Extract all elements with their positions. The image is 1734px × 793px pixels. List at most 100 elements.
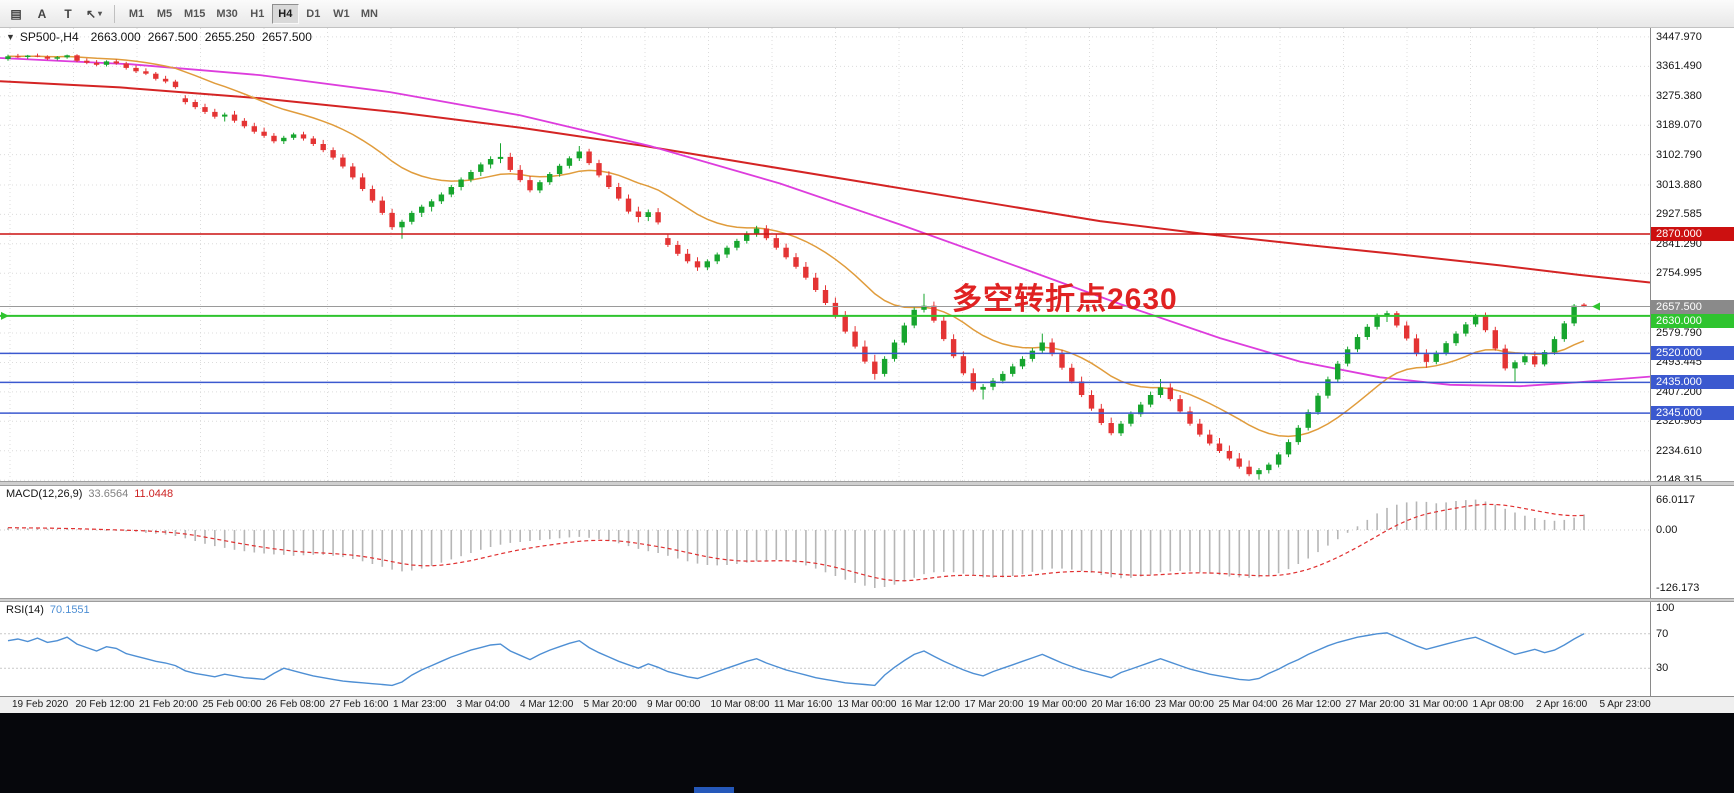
rsi-axis-label: 30	[1656, 662, 1669, 674]
symbol-period-label: SP500-,H4	[19, 30, 79, 44]
rsi-axis[interactable]: 100 70 30	[1650, 602, 1734, 696]
price-axis-label: 3361.490	[1656, 60, 1702, 72]
main-chart-plot[interactable]: ▼ SP500-,H4 2663.000 2667.500 2655.250 2657.5…	[0, 28, 1650, 481]
price-tag-2657.500: 2657.500	[1651, 300, 1734, 314]
time-axis-label: 5 Apr 23:00	[1599, 699, 1651, 710]
low-value: 2655.250	[204, 30, 255, 44]
annotation-text[interactable]: 多空转折点2630	[952, 283, 1178, 316]
price-axis-label: 3447.970	[1656, 31, 1702, 43]
price-axis-label: 3275.380	[1656, 90, 1702, 102]
macd-plot[interactable]: MACD(12,26,9) 33.6564 11.0448	[0, 486, 1650, 598]
timeframe-group: M1 M5 M15 M30 H1 H4 D1 W1 MN	[123, 3, 383, 24]
open-value: 2663.000	[90, 30, 141, 44]
macd-name-label: MACD(12,26,9)	[6, 488, 83, 500]
macd-panel: MACD(12,26,9) 33.6564 11.0448 66.0117 0.00 -…	[0, 486, 1734, 598]
price-axis-label: 2579.790	[1656, 327, 1702, 339]
panel-splitter[interactable]	[0, 481, 1734, 486]
time-axis-label: 3 Mar 04:00	[456, 699, 510, 710]
rsi-plot[interactable]: RSI(14) 70.1551	[0, 602, 1650, 696]
time-axis-label: 1 Apr 08:00	[1472, 699, 1524, 710]
ma-orange-line	[7, 55, 1585, 438]
timeframe-button-m5[interactable]: M5	[151, 4, 178, 24]
pointer-icon: ↖	[85, 6, 97, 21]
price-tag-2870.000: 2870.000	[1651, 227, 1734, 241]
time-axis-label: 13 Mar 00:00	[837, 699, 897, 710]
rsi-panel: RSI(14) 70.1551 100 70 30	[0, 602, 1734, 696]
time-axis-label: 9 Mar 00:00	[647, 699, 701, 710]
collapse-triangle-icon[interactable]: ▼	[6, 32, 15, 42]
ma-magenta-line	[0, 57, 1650, 388]
timeframe-button-m1[interactable]: M1	[123, 4, 150, 24]
time-axis-label: 26 Mar 12:00	[1282, 699, 1341, 710]
macd-value: 33.6564	[88, 488, 129, 500]
time-axis-label: 27 Mar 20:00	[1345, 699, 1405, 710]
ma-red-line	[0, 80, 1650, 284]
bottom-panel	[0, 713, 1734, 793]
time-axis-label: 11 Mar 16:00	[774, 699, 833, 710]
price-axis-label: 2841.290	[1656, 238, 1702, 250]
time-axis-label: 25 Mar 04:00	[1218, 699, 1278, 710]
rsi-name-label: RSI(14)	[6, 604, 44, 616]
time-axis-label: 23 Mar 00:00	[1155, 699, 1214, 710]
pointer-tool-button[interactable]: ↖ ▾	[82, 3, 106, 25]
timeframe-button-mn[interactable]: MN	[356, 4, 383, 24]
rsi-axis-label: 70	[1656, 628, 1669, 640]
level-arrow-left-icon	[1, 311, 9, 320]
macd-header: MACD(12,26,9) 33.6564 11.0448	[6, 488, 173, 500]
rsi-axis-label: 100	[1656, 602, 1675, 614]
main-chart-svg	[0, 28, 1650, 481]
time-axis-label: 5 Mar 20:00	[583, 699, 637, 710]
time-axis-label: 21 Feb 20:00	[139, 699, 198, 710]
price-axis-label: 2234.610	[1656, 445, 1702, 457]
timeframe-button-h4[interactable]: H4	[271, 3, 299, 24]
rsi-line	[7, 632, 1585, 687]
time-axis[interactable]: 19 Feb 2020 20 Feb 12:00 21 Feb 20:00 25 Fe…	[0, 696, 1734, 713]
rsi-svg	[0, 632, 1650, 687]
toolbar: ▤ A T ↖ ▾ M1 M5 M15 M30 H1 H4 D1 W1 MN	[0, 0, 1734, 28]
macd-histogram	[7, 499, 1585, 588]
timeframe-button-h1[interactable]: H1	[244, 4, 271, 24]
time-axis-label: 31 Mar 00:00	[1409, 699, 1468, 710]
price-tag-2345.000: 2345.000	[1651, 406, 1734, 420]
price-tag-2435.000: 2435.000	[1651, 375, 1734, 389]
panel-splitter[interactable]	[0, 598, 1734, 602]
chevron-down-icon: ▾	[98, 9, 103, 18]
timeframe-button-d1[interactable]: D1	[300, 4, 327, 24]
text-tool-button[interactable]: T	[56, 3, 80, 25]
time-axis-label: 25 Feb 00:00	[202, 699, 262, 710]
candles-layer	[5, 53, 1587, 480]
time-axis-label: 1 Mar 23:00	[393, 699, 447, 710]
price-chart-panel: ▼ SP500-,H4 2663.000 2667.500 2655.250 2657.5…	[0, 28, 1734, 481]
timeframe-button-m30[interactable]: M30	[211, 4, 242, 24]
macd-axis[interactable]: 66.0117 0.00 -126.173	[1650, 486, 1734, 598]
timeframe-button-m15[interactable]: M15	[179, 4, 210, 24]
price-axis[interactable]: 3447.970 3361.490 3275.380 3189.070 3102.790…	[1650, 28, 1734, 481]
price-axis-label: 3102.790	[1656, 149, 1702, 161]
price-axis-label: 3013.880	[1656, 179, 1702, 191]
macd-axis-label: 66.0117	[1656, 494, 1695, 506]
time-axis-label: 19 Feb 2020	[12, 699, 69, 710]
time-axis-label: 17 Mar 20:00	[964, 699, 1024, 710]
chart-list-icon[interactable]: ▤	[4, 3, 28, 25]
arrow-tool-button[interactable]: A	[30, 3, 54, 25]
price-tag-2630.000: 2630.000	[1651, 314, 1734, 328]
toolbar-separator	[114, 4, 115, 23]
price-axis-label: 3189.070	[1656, 119, 1702, 131]
chart-ohlc-header: ▼ SP500-,H4 2663.000 2667.500 2655.250 2657.5…	[6, 30, 319, 44]
price-axis-label: 2927.585	[1656, 208, 1702, 220]
macd-axis-label: -126.173	[1656, 582, 1700, 594]
high-value: 2667.500	[147, 30, 198, 44]
taskbar-fragment	[694, 787, 734, 793]
time-axis-label: 10 Mar 08:00	[710, 699, 770, 710]
price-tag-2520.000: 2520.000	[1651, 346, 1734, 360]
price-axis-label: 2148.315	[1656, 474, 1702, 481]
macd-svg	[0, 499, 1650, 588]
timeframe-button-w1[interactable]: W1	[328, 4, 355, 24]
macd-signal-value: 11.0448	[134, 488, 174, 500]
time-axis-label: 16 Mar 12:00	[901, 699, 960, 710]
time-axis-label: 26 Feb 08:00	[266, 699, 325, 710]
time-axis-label: 20 Mar 16:00	[1091, 699, 1151, 710]
time-axis-label: 20 Feb 12:00	[75, 699, 135, 710]
rsi-value: 70.1551	[49, 604, 90, 616]
